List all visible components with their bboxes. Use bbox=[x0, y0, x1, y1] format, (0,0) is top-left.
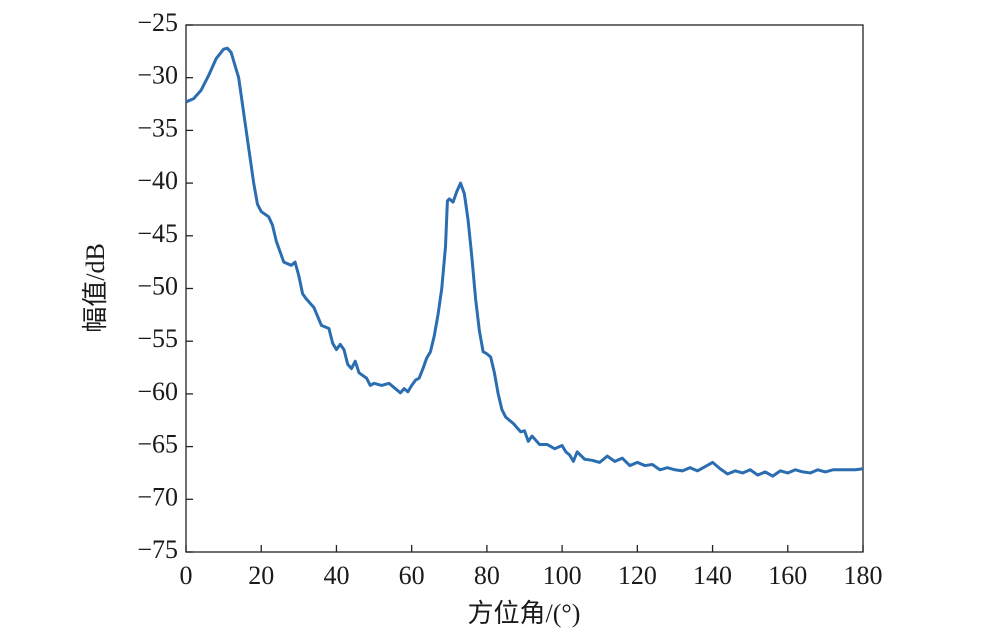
x-tick-label: 0 bbox=[180, 561, 193, 590]
y-tick-label: −55 bbox=[137, 324, 178, 353]
x-tick-label: 100 bbox=[543, 561, 582, 590]
y-axis-label: 幅值/dB bbox=[81, 243, 110, 333]
y-tick-label: −40 bbox=[137, 166, 178, 195]
x-tick-label: 140 bbox=[693, 561, 732, 590]
x-tick-label: 120 bbox=[618, 561, 657, 590]
y-tick-label: −35 bbox=[137, 113, 178, 142]
y-tick-label: −30 bbox=[137, 61, 178, 90]
data-line bbox=[185, 46, 864, 478]
x-tick-label: 40 bbox=[323, 561, 349, 590]
y-tick-label: −25 bbox=[137, 8, 178, 37]
y-tick-label: −50 bbox=[137, 271, 178, 300]
x-tick-label: 20 bbox=[248, 561, 274, 590]
y-tick-label: −70 bbox=[137, 482, 178, 511]
y-tick-label: −60 bbox=[137, 377, 178, 406]
x-tick-label: 180 bbox=[844, 561, 883, 590]
x-tick-label: 60 bbox=[399, 561, 425, 590]
y-tick-label: −75 bbox=[137, 535, 178, 564]
x-tick-label: 80 bbox=[474, 561, 500, 590]
x-axis-label: 方位角/(°) bbox=[468, 599, 581, 628]
y-tick-label: −45 bbox=[137, 219, 178, 248]
y-tick-label: −65 bbox=[137, 430, 178, 459]
x-tick-label: 160 bbox=[768, 561, 807, 590]
